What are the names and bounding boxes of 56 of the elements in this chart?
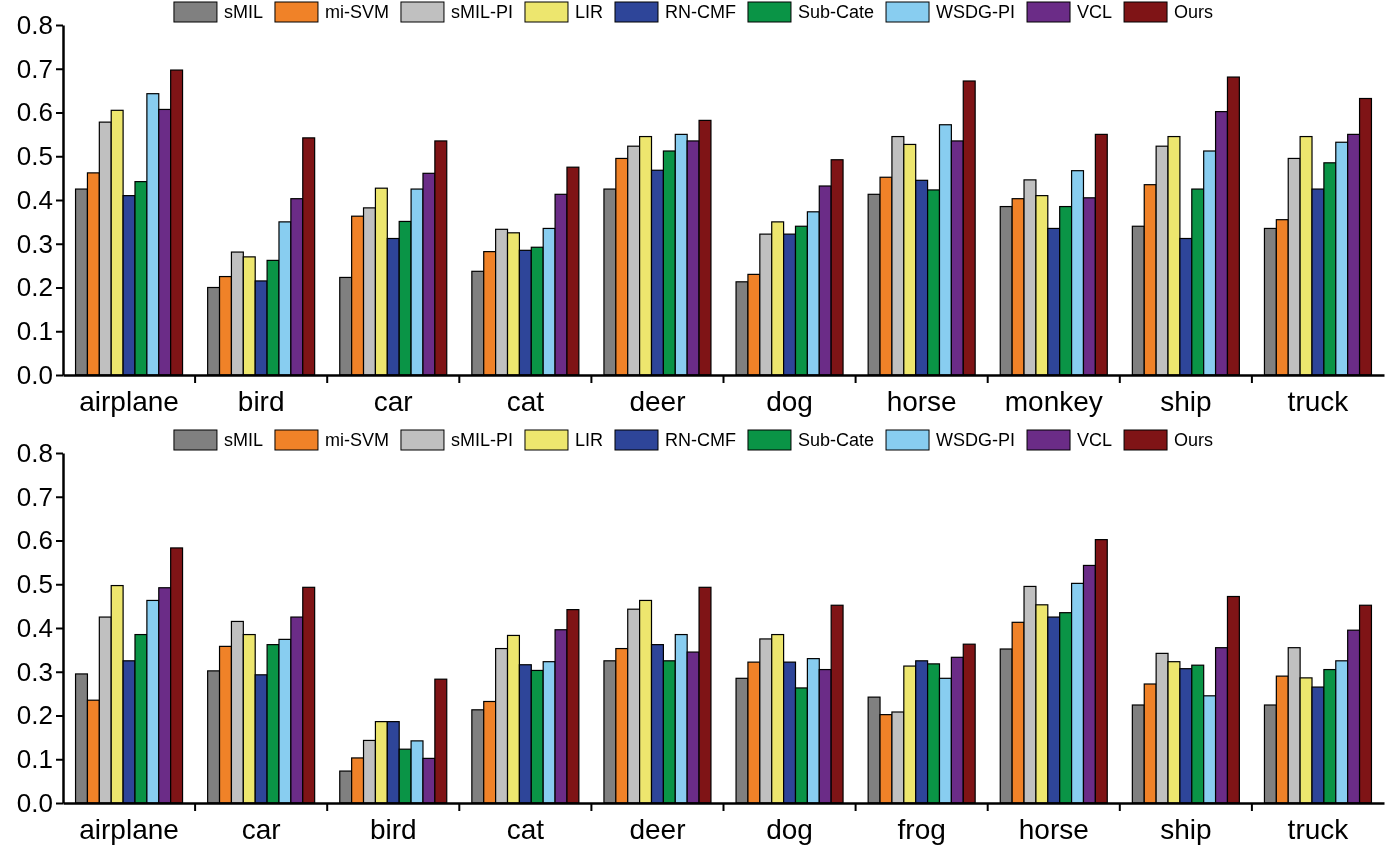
- x-tick-label: dog: [766, 813, 813, 845]
- x-tick-label: cat: [506, 813, 545, 845]
- y-tick-label: 0.8: [16, 437, 53, 468]
- x-tick-label: bird: [369, 813, 417, 845]
- legend-label: VCL: [1077, 430, 1113, 450]
- legend-label: mi-SVM: [324, 2, 389, 22]
- legend-label: sMIL-PI: [450, 2, 513, 22]
- x-tick-label: horse: [886, 385, 957, 417]
- legend-label: Ours: [1174, 2, 1214, 22]
- y-tick-label: 0.4: [16, 612, 53, 643]
- legend-label: WSDG-PI: [936, 430, 1016, 450]
- legend-label: Ours: [1174, 430, 1214, 450]
- legend-label: Sub-Cate: [797, 2, 875, 22]
- legend-label: LIR: [574, 2, 603, 22]
- x-tick-label: deer: [629, 385, 686, 417]
- legend-label: Sub-Cate: [797, 430, 875, 450]
- y-tick-label: 0.4: [16, 184, 53, 215]
- x-tick-label: horse: [1018, 813, 1089, 845]
- legend-label: RN-CMF: [664, 430, 736, 450]
- y-tick-label: 0.5: [16, 141, 53, 172]
- legend-label: LIR: [574, 430, 603, 450]
- x-tick-label: car: [241, 813, 281, 845]
- x-tick-label: bird: [237, 385, 285, 417]
- y-tick-label: 0.1: [16, 744, 53, 775]
- y-tick-label: 0.0: [16, 359, 53, 390]
- y-tick-label: 0.5: [16, 569, 53, 600]
- legend-label: sMIL: [223, 430, 263, 450]
- x-tick-label: ship: [1160, 385, 1212, 417]
- y-tick-label: 0.7: [16, 53, 53, 84]
- y-tick-label: 0.6: [16, 97, 53, 128]
- legend-label: sMIL: [223, 2, 263, 22]
- y-tick-label: 0.1: [16, 316, 53, 347]
- x-tick-label: truck: [1287, 813, 1350, 845]
- y-tick-label: 0.7: [16, 481, 53, 512]
- x-tick-label: cat: [506, 385, 545, 417]
- y-tick-label: 0.0: [16, 787, 53, 818]
- x-tick-label: monkey: [1004, 385, 1103, 417]
- x-tick-label: airplane: [79, 385, 179, 417]
- x-tick-label: ship: [1160, 813, 1212, 845]
- y-tick-label: 0.2: [16, 700, 53, 731]
- y-tick-label: 0.3: [16, 228, 53, 259]
- x-tick-label: car: [373, 385, 413, 417]
- legend-label: VCL: [1077, 2, 1113, 22]
- x-tick-label: dog: [766, 385, 813, 417]
- x-tick-label: truck: [1287, 385, 1350, 417]
- y-tick-label: 0.3: [16, 656, 53, 687]
- legend-label: sMIL-PI: [450, 430, 513, 450]
- x-tick-label: deer: [629, 813, 686, 845]
- y-tick-label: 0.2: [16, 272, 53, 303]
- y-tick-label: 0.8: [16, 9, 53, 40]
- x-tick-label: airplane: [79, 813, 179, 845]
- y-tick-label: 0.6: [16, 525, 53, 556]
- x-tick-label: frog: [897, 813, 946, 845]
- legend-label: WSDG-PI: [936, 2, 1016, 22]
- legend-label: mi-SVM: [324, 430, 389, 450]
- legend-label: RN-CMF: [664, 2, 736, 22]
